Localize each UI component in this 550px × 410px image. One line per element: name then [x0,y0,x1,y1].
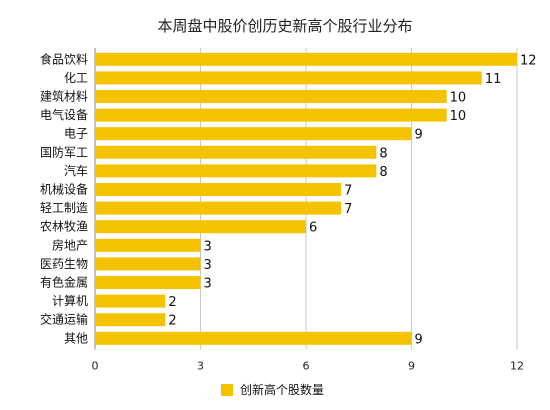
bar [95,183,342,196]
category-label: 有色金属 [40,275,88,290]
bar [95,331,412,345]
value-labels: 12 11 10 10 9 8 8 7 7 6 3 3 3 2 2 9 [168,53,536,347]
bar [95,145,377,159]
data-label: 7 [344,202,352,217]
bar [95,108,447,122]
legend-swatch [221,384,233,396]
bar [95,127,412,141]
bars [95,52,517,345]
category-label: 电气设备 [40,107,88,122]
category-label: 食品饮料 [40,51,88,66]
data-label: 10 [450,91,467,106]
bar [95,201,342,215]
x-tick-label: 9 [408,360,415,373]
bar [95,52,517,66]
data-label: 3 [204,239,212,254]
data-label: 6 [309,221,317,236]
category-label: 轻工制造 [40,201,88,215]
bar [95,257,201,271]
legend-label: 创新高个股数量 [240,382,324,397]
category-label: 医药生物 [40,257,88,271]
bar [95,276,201,289]
data-label: 7 [344,184,352,199]
category-label: 汽车 [64,163,88,178]
category-label: 化工 [64,71,88,85]
data-label: 8 [379,146,387,161]
x-tick-label: 3 [197,360,204,373]
data-label: 11 [485,72,502,87]
bar [95,313,166,327]
category-label: 机械设备 [40,182,88,197]
legend: 创新高个股数量 [221,382,324,397]
bar [95,164,377,178]
category-label: 交通运输 [40,312,88,327]
bar [95,90,447,103]
category-label: 农林牧渔 [40,220,88,234]
category-label: 房地产 [52,237,88,252]
x-tick-label: 12 [510,360,524,373]
data-label: 12 [520,53,537,68]
bar [95,238,201,252]
category-labels: 食品饮料化工建筑材料电气设备电子国防军工汽车机械设备轻工制造农林牧渔房地产医药生… [40,51,88,345]
data-label: 2 [168,295,176,310]
category-label: 其他 [64,331,88,345]
bar [95,71,482,85]
data-label: 9 [415,128,423,143]
category-label: 建筑材料 [40,89,88,104]
category-label: 电子 [64,127,88,141]
data-label: 2 [168,314,176,329]
x-tick-labels: 0 3 6 9 12 [92,360,525,373]
data-label: 8 [379,165,387,180]
data-label: 3 [204,277,212,292]
category-label: 计算机 [52,293,88,308]
data-label: 10 [450,109,467,124]
data-label: 3 [204,258,212,273]
chart-title: 本周盘中股价创历史新高个股行业分布 [157,17,412,35]
x-tick-label: 0 [92,360,99,373]
x-tick-label: 6 [303,360,310,373]
category-label: 国防军工 [40,144,88,159]
data-label: 9 [415,332,423,347]
bar [95,220,306,234]
bar [95,294,166,308]
